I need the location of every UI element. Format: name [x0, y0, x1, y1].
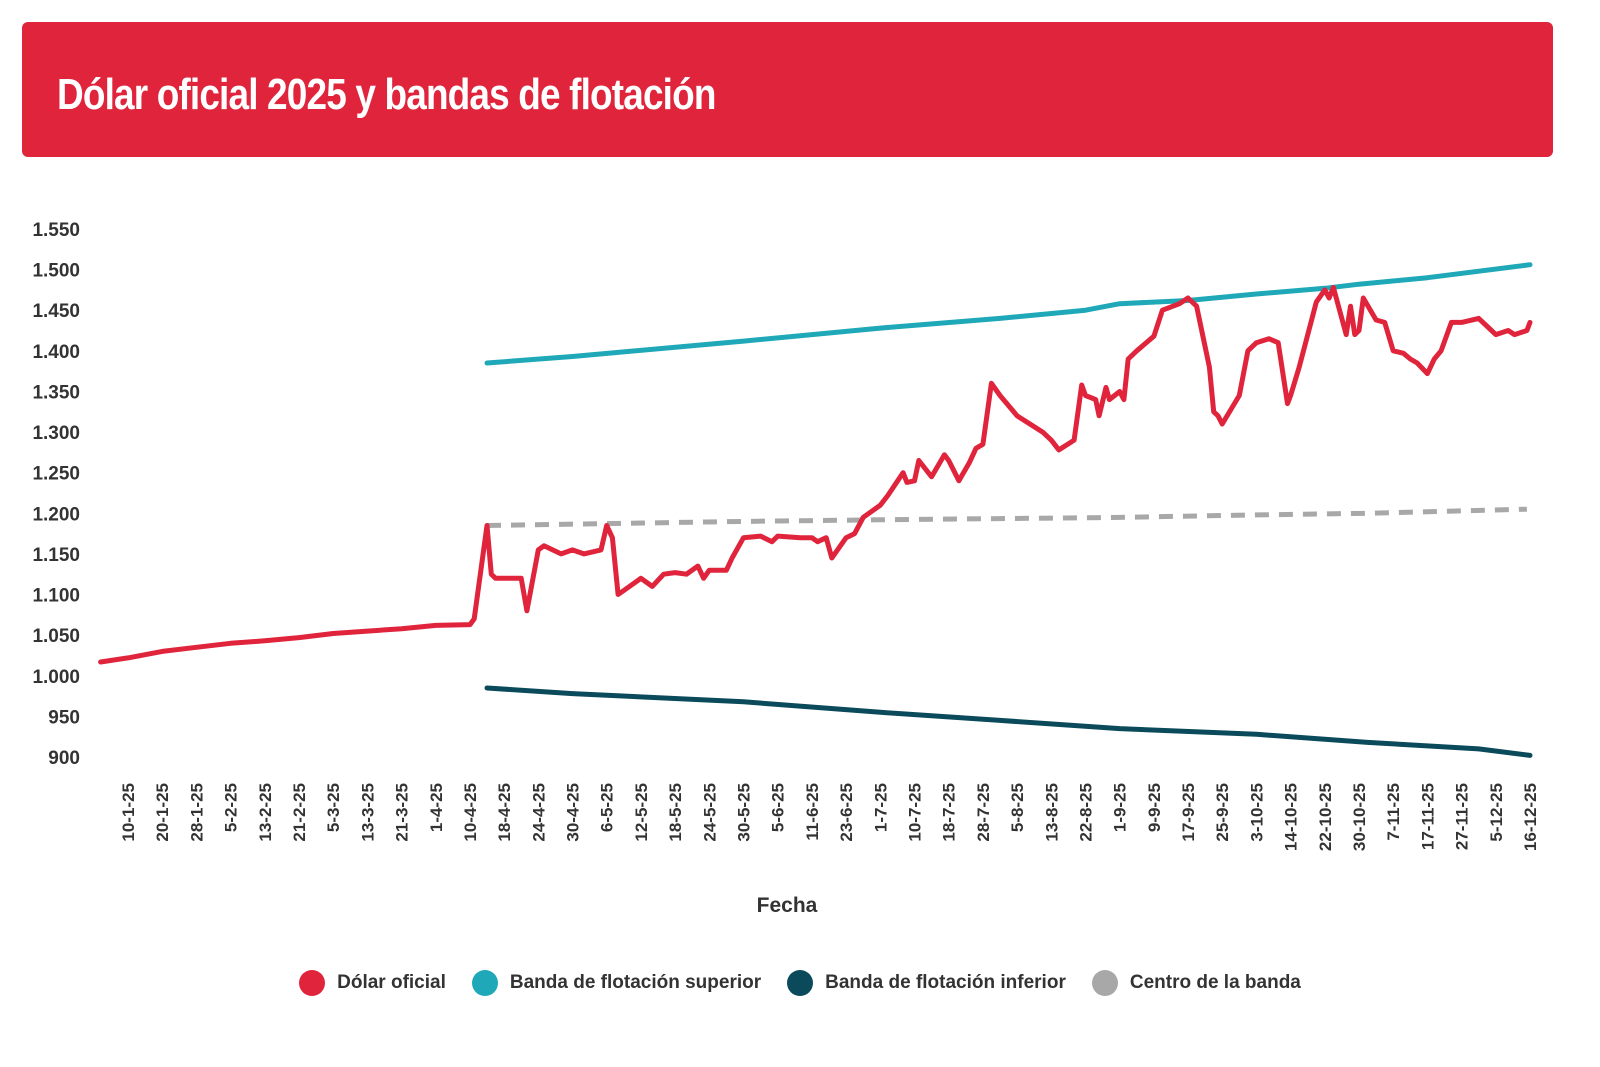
x-tick-label: 13-2-25: [256, 783, 275, 842]
x-tick-label: 12-5-25: [632, 783, 651, 842]
y-tick-label: 1.200: [32, 504, 80, 525]
legend-label: Banda de flotación superior: [509, 972, 762, 993]
x-tick-label: 1-9-25: [1111, 783, 1130, 832]
x-tick-label: 9-9-25: [1145, 783, 1164, 832]
x-axis-label: Fecha: [757, 894, 818, 917]
x-tick-label: 5-2-25: [222, 783, 241, 832]
x-tick-label: 3-10-25: [1247, 783, 1266, 842]
title-banner: [22, 22, 1553, 157]
x-tick-label: 13-8-25: [1042, 783, 1061, 842]
y-tick-label: 1.500: [32, 261, 80, 282]
legend-item-dolar-oficial: Dólar oficial: [299, 970, 446, 996]
x-tick-label: 22-8-25: [1076, 783, 1095, 842]
y-tick-label: 1.350: [32, 382, 80, 403]
legend-label: Dólar oficial: [337, 972, 446, 993]
x-tick-label: 25-9-25: [1213, 783, 1232, 842]
y-tick-label: 1.300: [32, 423, 80, 444]
legend-marker: [299, 970, 326, 996]
x-tick-label: 6-5-25: [598, 783, 617, 832]
y-tick-label: 950: [48, 707, 80, 728]
x-tick-label: 28-7-25: [974, 783, 993, 842]
series-line-banda-de-flotaci-n-superior: [484, 262, 1533, 366]
x-tick-label: 1-4-25: [427, 783, 446, 832]
x-tick-label: 23-6-25: [837, 783, 856, 842]
y-tick-label: 1.550: [32, 220, 80, 241]
legend-label: Banda de flotación inferior: [825, 972, 1066, 993]
y-tick-label: 1.000: [32, 667, 80, 688]
x-tick-label: 5-12-25: [1487, 783, 1506, 842]
x-tick-label: 30-4-25: [564, 783, 583, 842]
series-line-centro-de-la-banda: [486, 506, 1527, 528]
x-tick-label: 21-3-25: [393, 783, 412, 842]
legend-marker: [787, 970, 814, 996]
x-tick-label: 7-11-25: [1384, 783, 1403, 841]
x-tick-label: 5-8-25: [1008, 783, 1027, 832]
x-tick-label: 27-11-25: [1453, 783, 1472, 850]
x-tick-label: 1-7-25: [871, 783, 890, 832]
x-tick-label: 5-3-25: [324, 783, 343, 832]
x-tick-label: 22-10-25: [1316, 783, 1335, 851]
series-line-banda-de-flotaci-n-inferior: [484, 685, 1533, 758]
y-tick-label: 1.050: [32, 626, 80, 647]
y-tick-label: 900: [48, 748, 80, 769]
y-tick-label: 1.150: [32, 545, 80, 566]
legend-marker: [471, 970, 498, 996]
y-tick-label: 1.100: [32, 586, 80, 607]
x-tick-label: 18-7-25: [940, 783, 959, 842]
x-tick-label: 13-3-25: [358, 783, 377, 842]
series-line-d-lar-oficial: [98, 285, 1533, 665]
x-tick-label: 24-5-25: [700, 783, 719, 842]
legend-label: Centro de la banda: [1129, 972, 1301, 993]
x-tick-label: 16-12-25: [1521, 783, 1540, 851]
chart-title: Dólar oficial 2025 y bandas de flotación: [57, 70, 716, 119]
x-tick-label: 20-1-25: [153, 783, 172, 842]
x-tick-label: 24-4-25: [529, 783, 548, 842]
legend-item-centro: Centro de la banda: [1091, 970, 1301, 996]
legend-marker: [1091, 970, 1118, 996]
x-tick-label: 11-6-25: [803, 783, 822, 841]
legend-item-banda-superior: Banda de flotación superior: [471, 970, 762, 996]
x-tick-label: 30-10-25: [1350, 783, 1369, 851]
x-tick-label: 21-2-25: [290, 783, 309, 842]
x-tick-label: 17-11-25: [1418, 783, 1437, 850]
x-tick-label: 10-1-25: [119, 783, 138, 842]
x-tick-label: 28-1-25: [187, 783, 206, 842]
x-tick-label: 14-10-25: [1282, 783, 1301, 851]
legend-item-banda-inferior: Banda de flotación inferior: [787, 970, 1066, 996]
line-chart: 900 950 1.000 1.050 1.100 1.150 1.200 1.250 1.30…: [32, 220, 1540, 917]
x-tick-label: 10-7-25: [905, 783, 924, 842]
x-tick-label: 10-4-25: [461, 783, 480, 842]
y-tick-label: 1.450: [32, 301, 80, 322]
y-tick-label: 1.250: [32, 464, 80, 485]
x-tick-label: 18-4-25: [495, 783, 514, 842]
x-tick-label: 5-6-25: [769, 783, 788, 832]
x-tick-label: 30-5-25: [735, 783, 754, 842]
legend: Dólar oficial Banda de flotación superio…: [0, 970, 1600, 996]
x-tick-label: 17-9-25: [1179, 783, 1198, 842]
x-tick-label: 18-5-25: [666, 783, 685, 842]
y-tick-label: 1.400: [32, 342, 80, 363]
